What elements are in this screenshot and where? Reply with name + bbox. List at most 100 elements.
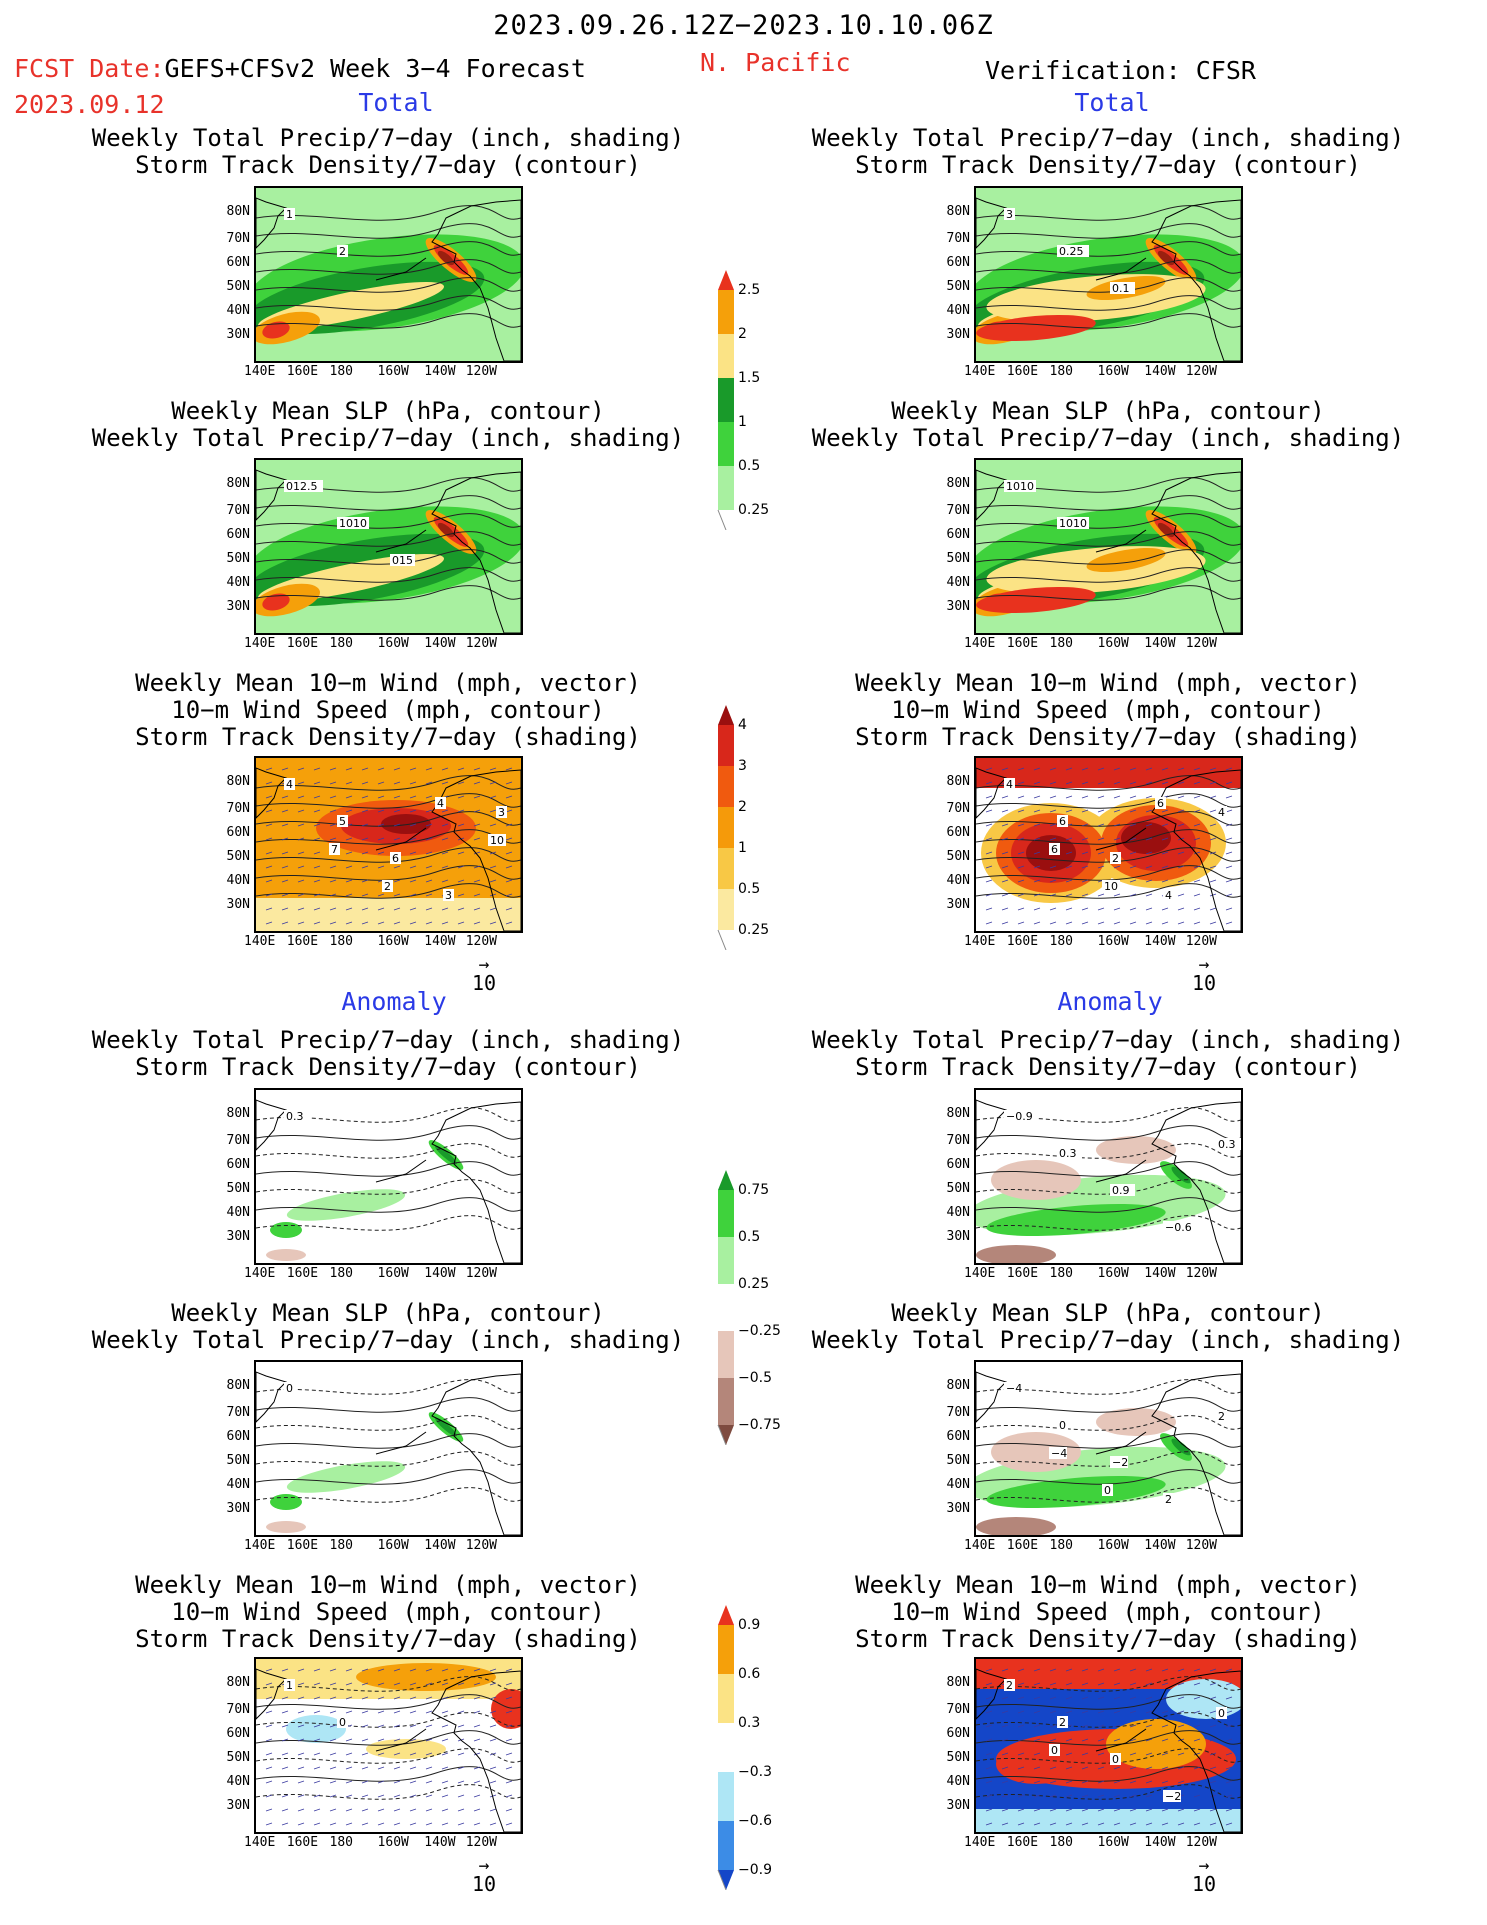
panel-title-5-1-0: Weekly Mean 10−m Wind (mph, vector) xyxy=(855,1571,1361,1599)
contour-label: −4 xyxy=(1006,1382,1022,1395)
lon-label: 140E xyxy=(244,1538,276,1553)
lat-label: 30N xyxy=(946,598,970,614)
region-label: N. Pacific xyxy=(700,48,851,77)
lon-label: 140W xyxy=(1144,934,1176,949)
contour-label: 0 xyxy=(1112,1753,1119,1766)
lat-label: 40N xyxy=(946,1774,970,1790)
contour-label: 4 xyxy=(1165,889,1172,902)
lon-label: 160W xyxy=(377,1538,409,1553)
section-anomaly-right: Anomaly xyxy=(1057,987,1163,1016)
lat-label: 40N xyxy=(226,303,250,319)
colorbar-label: 0.3 xyxy=(738,1715,760,1731)
colorbar-label: 2.5 xyxy=(738,282,760,298)
colorbar-label: 0.6 xyxy=(738,1666,760,1682)
contour-label: 015 xyxy=(392,554,413,567)
lon-label: 140E xyxy=(244,636,276,651)
lat-label: 60N xyxy=(226,824,250,840)
ref-vector: → 10 xyxy=(1174,1857,1234,1897)
colorbar-label: 4 xyxy=(738,717,747,733)
lat-label: 60N xyxy=(946,824,970,840)
lon-label: 140W xyxy=(1144,1835,1176,1850)
lat-label: 70N xyxy=(946,230,970,246)
section-anomaly-left: Anomaly xyxy=(341,987,447,1016)
contour-label: 0 xyxy=(1218,1707,1225,1720)
contour-label: 10 xyxy=(1104,880,1118,893)
panel-title-3-1-1: Storm Track Density/7−day (contour) xyxy=(855,1053,1361,1081)
lat-label: 50N xyxy=(946,1181,970,1197)
lat-label: 40N xyxy=(226,873,250,889)
colorbar-label: −0.6 xyxy=(738,1813,772,1829)
panel-title-1-1-1: Weekly Total Precip/7−day (inch, shading… xyxy=(811,424,1405,452)
lat-label: 70N xyxy=(946,1132,970,1148)
lon-label: 120W xyxy=(465,1266,497,1281)
panel-title-4-1-0: Weekly Mean SLP (hPa, contour) xyxy=(891,1299,1325,1327)
contour-label: 3 xyxy=(498,806,505,819)
colorbar-label: 0.9 xyxy=(738,1617,760,1633)
map-plot-2-0: 4 5 6 3 3 7 2 4 10 xyxy=(256,758,521,931)
map-plot-0-0: 12 xyxy=(256,188,521,361)
lat-label: 60N xyxy=(946,526,970,542)
contour-label: 2 xyxy=(384,880,391,893)
lat-label: 60N xyxy=(946,1428,970,1444)
contour-label: 2 xyxy=(1218,1410,1225,1423)
lon-label: 160W xyxy=(377,364,409,379)
lon-label: 160W xyxy=(377,636,409,651)
contour-label: 4 xyxy=(1218,806,1225,819)
lat-label: 70N xyxy=(226,1132,250,1148)
lon-label: 160W xyxy=(1097,1266,1129,1281)
lat-label: 50N xyxy=(946,1750,970,1766)
lon-label: 140W xyxy=(424,934,456,949)
contour-label: 2 xyxy=(1165,1493,1172,1506)
contour-label: 1010 xyxy=(339,517,367,530)
lon-label: 140W xyxy=(1144,636,1176,651)
contour-label: 2 xyxy=(1059,1716,1066,1729)
contour-label: 6 xyxy=(1157,797,1164,810)
lat-label: 50N xyxy=(946,849,970,865)
lon-label: 120W xyxy=(1185,1538,1217,1553)
colorbar-label: −0.5 xyxy=(738,1370,772,1386)
contour-label: 012.5 xyxy=(286,480,318,493)
verification-label: Verification: CFSR xyxy=(985,56,1256,85)
colorbar-label: 0.25 xyxy=(738,1276,769,1292)
map-plot-5-0: 10 xyxy=(256,1659,521,1832)
lon-label: 140W xyxy=(424,364,456,379)
panel-title-4-0-0: Weekly Mean SLP (hPa, contour) xyxy=(171,1299,605,1327)
lon-label: 120W xyxy=(465,1835,497,1850)
map-panel-3-1: −0.9 0.3 0.9 −0.6 0.3 xyxy=(974,1088,1243,1265)
contour-label: 3 xyxy=(445,889,452,902)
lon-label: 140E xyxy=(244,364,276,379)
lon-label: 140E xyxy=(964,1835,996,1850)
lon-label: 160E xyxy=(1006,1835,1039,1850)
panel-title-5-0-1: 10−m Wind Speed (mph, contour) xyxy=(171,1598,605,1626)
lat-label: 70N xyxy=(946,502,970,518)
lon-label: 180 xyxy=(329,636,353,651)
colorbar-label: 0.5 xyxy=(738,458,760,474)
lat-label: 30N xyxy=(226,598,250,614)
colorbar-label: −0.25 xyxy=(738,1323,781,1339)
lat-label: 40N xyxy=(226,1477,250,1493)
contour-label: 4 xyxy=(286,778,293,791)
lon-label: 160E xyxy=(1006,1266,1039,1281)
colorbar-label: 2 xyxy=(738,799,747,815)
lat-label: 40N xyxy=(226,1774,250,1790)
map-plot-1-1: 1010 1010 xyxy=(976,460,1241,633)
contour-label: 2 xyxy=(339,245,346,258)
panel-title-5-0-0: Weekly Mean 10−m Wind (mph, vector) xyxy=(135,1571,641,1599)
lon-label: 160W xyxy=(1097,1538,1129,1553)
lat-label: 80N xyxy=(946,1105,970,1121)
lat-label: 80N xyxy=(946,773,970,789)
lon-label: 180 xyxy=(1049,1835,1073,1850)
lon-label: 140W xyxy=(1144,1538,1176,1553)
panel-title-1-0-0: Weekly Mean SLP (hPa, contour) xyxy=(171,397,605,425)
lat-label: 40N xyxy=(946,1477,970,1493)
contour-label: 4 xyxy=(1006,778,1013,791)
colorbar-label: −0.3 xyxy=(738,1764,772,1780)
contour-label: 3 xyxy=(1006,208,1013,221)
panel-title-1-0-1: Weekly Total Precip/7−day (inch, shading… xyxy=(91,424,685,452)
contour-label: 1 xyxy=(286,208,293,221)
ref-vector: → 10 xyxy=(1174,956,1234,996)
lon-label: 140W xyxy=(1144,1266,1176,1281)
contour-label: 0 xyxy=(1104,1484,1111,1497)
lat-label: 50N xyxy=(226,551,250,567)
